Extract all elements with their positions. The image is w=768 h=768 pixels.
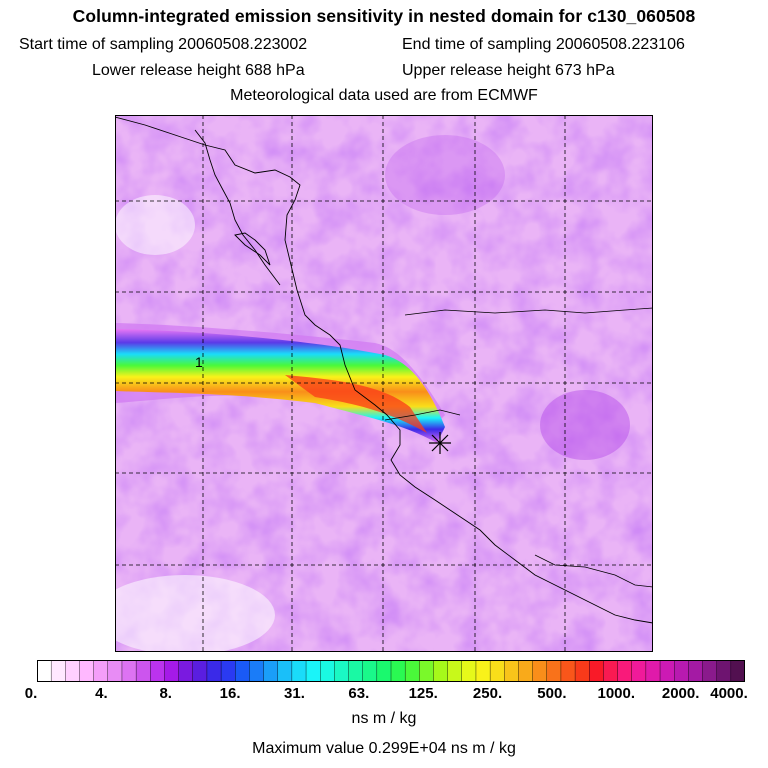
colorbar-cell (135, 660, 151, 682)
colorbar-cell (631, 660, 647, 682)
colorbar-cell (37, 660, 52, 682)
colorbar-cell (659, 660, 675, 682)
colorbar-cell (277, 660, 293, 682)
high-sensitivity-patch-east (540, 390, 630, 460)
colorbar-cell (574, 660, 590, 682)
colorbar-cell (447, 660, 463, 682)
colorbar-cell (320, 660, 336, 682)
southern-border-line (534, 554, 653, 588)
colorbar-cell (603, 660, 619, 682)
plume-label: 1 (195, 354, 203, 370)
sensitivity-map: 1 (115, 115, 653, 652)
colorbar-cell (249, 660, 265, 682)
colorbar-cell (404, 660, 421, 682)
colorbar-cell (150, 660, 166, 682)
colorbar-cell (79, 660, 95, 682)
colorbar-cell (93, 660, 109, 682)
colorbar-tick-label: 31. (284, 685, 305, 702)
gulf-coastline (194, 129, 281, 286)
map-frame (115, 115, 653, 652)
colorbar-cell (688, 660, 704, 682)
colorbar-cell (164, 660, 180, 682)
colorbar-cell (730, 660, 745, 682)
colorbar-tick-label: 500. (537, 685, 567, 702)
colorbar-tick-label: 2000. (661, 685, 700, 702)
colorbar-cell (461, 660, 477, 682)
colorbar-tick-label: 8. (159, 685, 172, 702)
colorbar-cell (518, 660, 534, 682)
colorbar-cell (348, 660, 364, 682)
colorbar-cell (504, 660, 520, 682)
colorbar-cell (376, 660, 392, 682)
colorbar-cell (192, 660, 208, 682)
plume-core (285, 375, 427, 433)
colorbar-cell (589, 660, 605, 682)
colorbar-cell (220, 660, 236, 682)
colorbar-tick-label: 1000. (597, 685, 636, 702)
colorbar-cell (334, 660, 350, 682)
colorbar-cell (716, 660, 732, 682)
met-data-label: Meteorological data used are from ECMWF (230, 87, 538, 104)
colorbar-cell (532, 660, 548, 682)
colorbar-cell (702, 660, 718, 682)
colorbar-cell (433, 660, 449, 682)
colorbar-cell (419, 660, 435, 682)
colorbar-tick-label: 63. (348, 685, 370, 702)
figure-title: Column-integrated emission sensitivity i… (72, 6, 696, 26)
colorbar-cell (65, 660, 81, 682)
colorbar-cell (235, 660, 251, 682)
colorbar-frame (37, 660, 745, 682)
colorbar-cell (291, 660, 307, 682)
colorbar-tick-label: 250. (472, 685, 503, 702)
colorbar-units: ns m / kg (351, 710, 417, 727)
transport-plume (115, 329, 445, 443)
colorbar-cells (37, 660, 745, 682)
colorbar-cell (560, 660, 576, 682)
lower-release-height-label: Lower release height 688 hPa (92, 62, 305, 79)
release-point-marker (429, 432, 451, 454)
upper-release-height-label: Upper release height 673 hPa (402, 62, 615, 79)
colorbar-tick-label: 125. (408, 685, 438, 702)
low-sensitivity-patch-northwest (115, 195, 195, 255)
colorbar-cell (50, 660, 67, 682)
end-time-label: End time of sampling 20060508.223106 (402, 36, 685, 53)
colorbar (37, 660, 745, 682)
low-sensitivity-patch-southwest (115, 575, 275, 652)
colorbar-cell (645, 660, 661, 682)
colorbar-cell (390, 660, 406, 682)
colorbar-cell (206, 660, 222, 682)
colorbar-cell (305, 660, 321, 682)
border-line (404, 307, 653, 316)
marker-stroke (431, 434, 449, 452)
colorbar-cell (178, 660, 194, 682)
colorbar-cell (362, 660, 378, 682)
colorbar-tick-label: 16. (219, 685, 241, 702)
colorbar-cell (674, 660, 690, 682)
graticule (115, 115, 653, 652)
colorbar-cell (489, 660, 505, 682)
colorbar-cell (617, 660, 633, 682)
colorbar-cell (263, 660, 279, 682)
colorbar-tick-label: 4000. (710, 685, 748, 702)
start-time-label: Start time of sampling 20060508.223002 (19, 36, 308, 53)
inland-border-line (384, 409, 461, 421)
colorbar-tick-label: 4. (95, 685, 108, 702)
colorbar-cell (475, 660, 491, 682)
peninsula-outline (234, 232, 271, 266)
colorbar-cell (107, 660, 123, 682)
high-sensitivity-patch-north (385, 135, 505, 215)
maximum-value-label: Maximum value 0.299E+04 ns m / kg (252, 740, 516, 757)
colorbar-cell (121, 660, 137, 682)
colorbar-cell (546, 660, 562, 682)
colorbar-tick-label: 0. (24, 685, 38, 702)
